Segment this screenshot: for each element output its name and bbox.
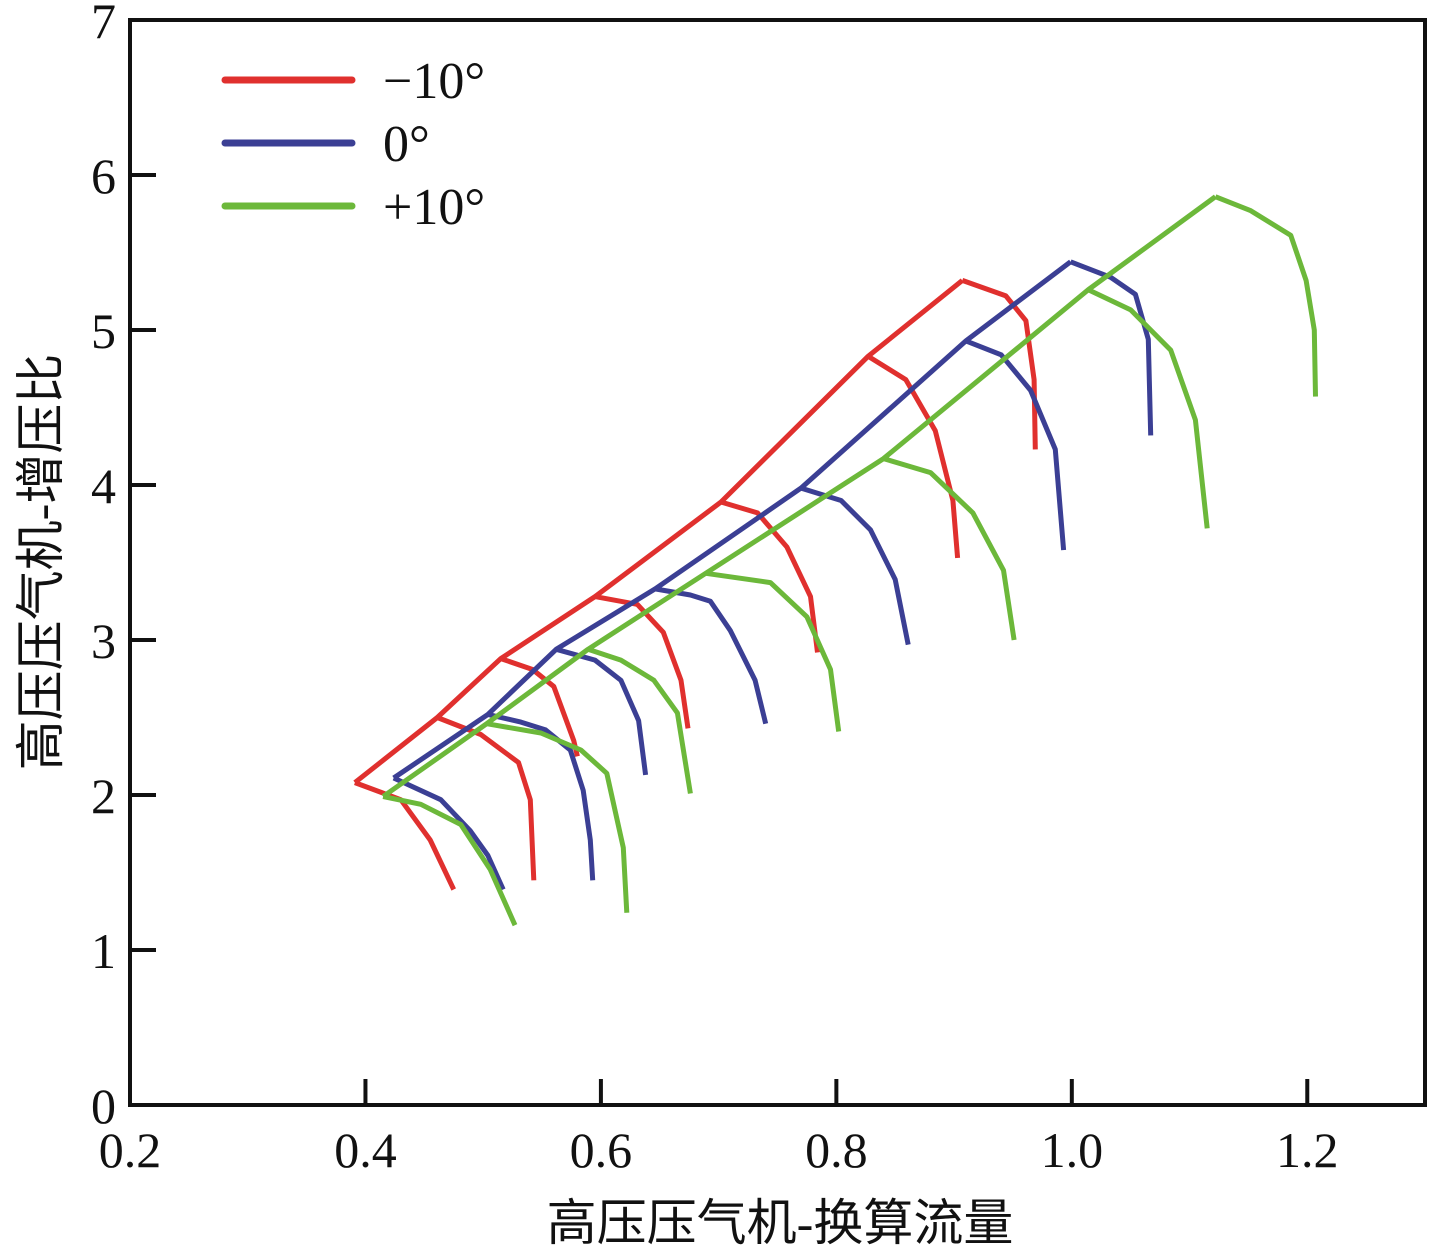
speed-line-2: [486, 721, 630, 913]
y-tick-label: 4: [91, 458, 116, 514]
series-2: [381, 194, 1318, 927]
speed-line-3: [587, 646, 693, 794]
speed-line-2: [487, 711, 596, 881]
y-tick-label: 2: [91, 768, 116, 824]
speed-line-4: [654, 586, 769, 725]
speed-line-5: [882, 456, 1017, 641]
speed-line-6: [866, 354, 961, 559]
series-1: [392, 259, 1154, 891]
x-tick-label: 1.2: [1276, 1122, 1339, 1178]
legend-label: −10°: [383, 53, 485, 110]
legend-label: 0°: [383, 116, 430, 173]
y-tick-label: 1: [91, 923, 116, 979]
x-tick-label: 0.4: [334, 1122, 397, 1178]
legend-label: +10°: [383, 179, 485, 236]
y-tick-label: 6: [91, 148, 116, 204]
speed-line-7: [1069, 259, 1154, 436]
speed-line-5: [800, 485, 911, 646]
x-axis-title: 高压压气机-换算流量: [547, 1195, 1014, 1251]
x-tick-label: 0.2: [99, 1122, 162, 1178]
surge-line: [392, 259, 1073, 781]
y-tick-label: 7: [91, 0, 116, 49]
speed-line-4: [594, 594, 691, 729]
legend-item: +10°: [221, 179, 485, 236]
series-layer: [353, 194, 1318, 927]
x-tick-label: 1.0: [1041, 1122, 1104, 1178]
legend-item: 0°: [221, 116, 430, 173]
x-tick-label: 0.6: [570, 1122, 633, 1178]
ticks-layer: 0.2 0.4 0.6 0.8 1.0 1.2 0 1 2 3 4 5 6 7: [91, 0, 1339, 1178]
speed-line-1: [354, 780, 456, 891]
speed-line-1: [382, 794, 518, 927]
y-tick-label: 5: [91, 303, 116, 359]
legend: −10° 0° +10°: [221, 53, 485, 236]
speed-line-5: [720, 499, 820, 653]
surge-line: [381, 194, 1217, 799]
y-tick-label: 3: [91, 613, 116, 669]
speed-line-1: [392, 775, 506, 891]
y-tick-label: 0: [91, 1078, 116, 1134]
x-tick-label: 0.8: [805, 1122, 868, 1178]
y-axis-title: 高压压气机-增压比: [13, 354, 69, 771]
speed-line-7: [1214, 194, 1318, 397]
speed-line-6: [1087, 287, 1210, 529]
plot-frame: [128, 18, 1427, 1107]
speed-line-6: [964, 338, 1067, 551]
legend-item: −10°: [221, 53, 485, 110]
speed-line-4: [705, 570, 842, 732]
